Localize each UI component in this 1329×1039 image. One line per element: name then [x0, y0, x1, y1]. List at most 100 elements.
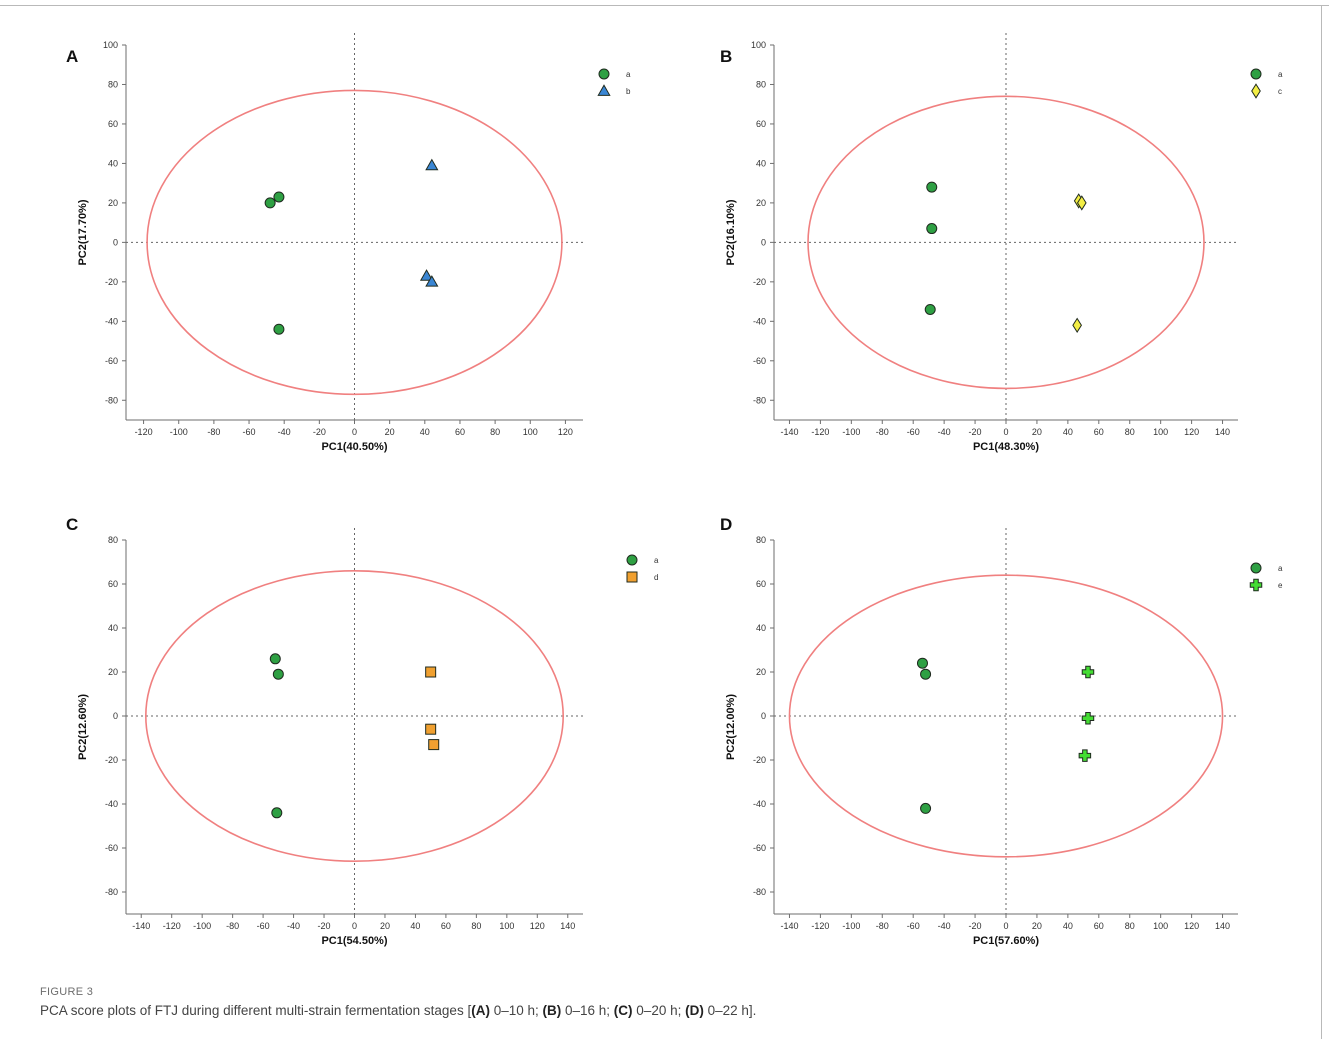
x-tick-label: -60 [257, 921, 270, 931]
panel-c: C -80 -60 -40 -20 0 20 40 60 80 -140 -120 -100 -80 -60… [66, 515, 659, 947]
y-axis-label: PC2(17.70%) [77, 199, 89, 265]
x-tick-label: 100 [523, 427, 538, 437]
legend-marker-e [1249, 578, 1263, 592]
legend-label-a: a [626, 70, 631, 79]
x-tick-label: 20 [385, 427, 395, 437]
caption-post: ]. [748, 1003, 757, 1018]
legend-label-c: c [1278, 87, 1282, 96]
x-tick-label: -140 [780, 427, 798, 437]
x-tick-label: 40 [1063, 427, 1073, 437]
x-tick-label: 100 [1153, 921, 1168, 931]
x-tick-label: 60 [1094, 427, 1104, 437]
point-a [926, 181, 938, 193]
x-tick-label: 20 [380, 921, 390, 931]
caption-pre: PCA score plots of FTJ during different … [40, 1003, 472, 1018]
legend-label-a: a [654, 556, 659, 565]
x-tick-label: -120 [811, 921, 829, 931]
confidence-ellipse [807, 95, 1205, 390]
y-tick-label: -60 [753, 843, 766, 853]
y-tick-label: -40 [105, 316, 118, 326]
y-tick-label: -80 [105, 395, 118, 405]
x-tick-label: -100 [170, 427, 188, 437]
panel-d: D -80 -60 -40 -20 0 20 40 60 80 -140 -120 -100 -80 -60… [720, 515, 1283, 947]
legend-marker-c [1251, 83, 1261, 99]
x-tick-label: -60 [243, 427, 256, 437]
point-a [926, 223, 938, 235]
x-tick-label: 120 [558, 427, 573, 437]
y-axis-label: PC2(12.00%) [725, 694, 737, 760]
x-tick-label: -100 [842, 921, 860, 931]
legend-label-a: a [1278, 70, 1283, 79]
point-b [425, 275, 439, 287]
confidence-ellipse [788, 574, 1224, 858]
point-a [269, 653, 281, 665]
y-tick-label: -40 [753, 316, 766, 326]
frame-right-border [1321, 5, 1322, 1039]
point-a [920, 668, 932, 680]
legend-marker-d [626, 571, 638, 583]
y-tick-label: -80 [753, 887, 766, 897]
figure-caption: PCA score plots of FTJ during different … [40, 1003, 756, 1018]
point-a [916, 657, 928, 669]
x-tick-label: 120 [1184, 921, 1199, 931]
x-tick-label: -60 [907, 921, 920, 931]
legend-label-a: a [1278, 564, 1283, 573]
y-tick-label: 80 [756, 79, 766, 89]
x-tick-label: 20 [1032, 921, 1042, 931]
x-tick-label: 80 [1125, 921, 1135, 931]
x-tick-label: -20 [969, 427, 982, 437]
y-tick-label: 80 [756, 535, 766, 545]
y-tick-label: -80 [753, 395, 766, 405]
point-c [1076, 195, 1087, 211]
caption-text-b: 0–16 h; [561, 1003, 614, 1018]
x-tick-label: 60 [441, 921, 451, 931]
x-tick-label: -80 [226, 921, 239, 931]
x-tick-label: 60 [455, 427, 465, 437]
x-tick-label: 0 [1003, 427, 1008, 437]
x-tick-label: -140 [132, 921, 150, 931]
legend-marker-a [1250, 562, 1262, 574]
x-tick-label: 140 [560, 921, 575, 931]
panel-b: B -80 -60 -40 -20 0 20 40 60 80 100 -140 -120 -100 -80… [720, 33, 1283, 453]
x-tick-label: -20 [318, 921, 331, 931]
y-axis-label: PC2(12.60%) [77, 694, 89, 760]
y-tick-label: -20 [105, 277, 118, 287]
point-a [273, 191, 285, 203]
y-tick-label: 0 [113, 237, 118, 247]
x-tick-label: -120 [811, 427, 829, 437]
x-tick-label: -80 [876, 427, 889, 437]
y-axis-label: PC2(16.10%) [725, 199, 737, 265]
x-tick-label: -40 [287, 921, 300, 931]
y-tick-label: 60 [756, 119, 766, 129]
x-tick-label: 140 [1215, 921, 1230, 931]
caption-letter-b: (B) [542, 1003, 562, 1018]
legend-marker-a [598, 68, 610, 80]
y-tick-label: -80 [105, 887, 118, 897]
caption-text-c: 0–20 h; [632, 1003, 686, 1018]
point-b [425, 158, 439, 171]
y-tick-label: 60 [108, 579, 118, 589]
x-tick-label: 40 [420, 427, 430, 437]
y-tick-label: 20 [108, 667, 118, 677]
point-d [425, 723, 437, 735]
legend-label-e: e [1278, 581, 1283, 590]
y-tick-label: 40 [108, 158, 118, 168]
y-tick-label: 80 [108, 535, 118, 545]
y-tick-label: -60 [105, 356, 118, 366]
x-tick-label: 80 [1125, 427, 1135, 437]
y-tick-label: 40 [756, 623, 766, 633]
y-tick-label: 40 [108, 623, 118, 633]
x-tick-label: -40 [278, 427, 291, 437]
point-b [419, 269, 434, 281]
y-tick-label: 60 [756, 579, 766, 589]
x-tick-label: -120 [163, 921, 181, 931]
point-a [924, 303, 936, 315]
y-tick-label: 60 [108, 119, 118, 129]
y-tick-label: 0 [761, 711, 766, 721]
point-a [271, 807, 283, 819]
y-tick-label: -20 [753, 277, 766, 287]
panel-letter: B [720, 47, 732, 66]
legend-marker-a [626, 554, 638, 566]
y-tick-label: 0 [761, 237, 766, 247]
y-tick-label: -40 [105, 799, 118, 809]
